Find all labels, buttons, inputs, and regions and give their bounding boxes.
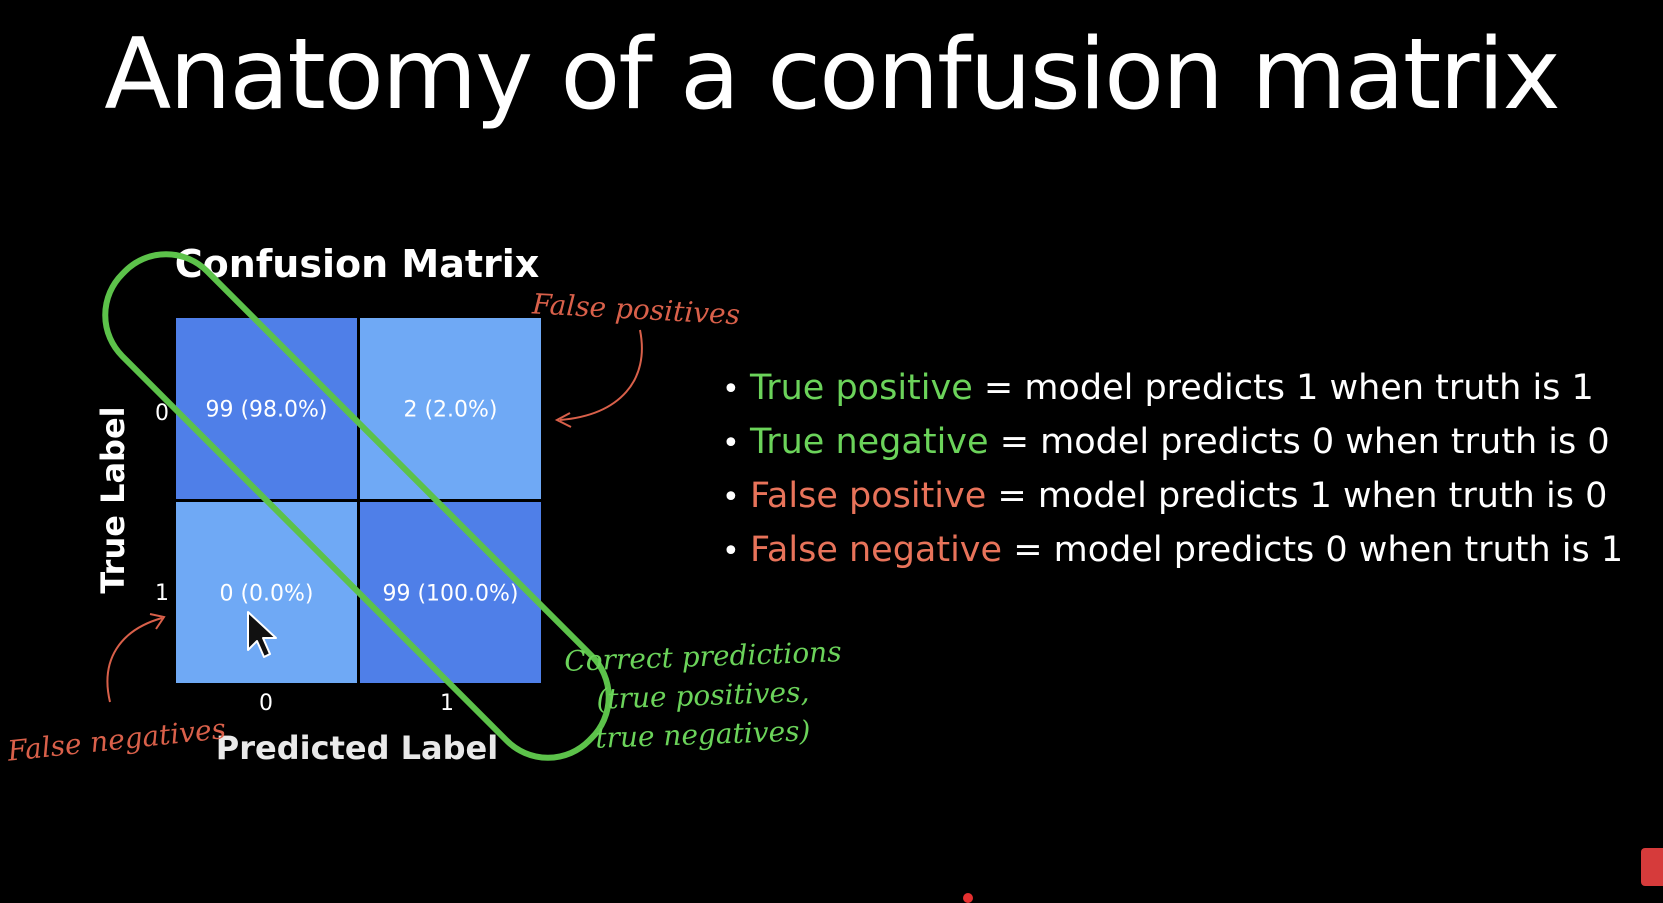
annotation-correct-line3: true negatives): [595, 714, 811, 754]
annotation-correct-line1: Correct predictions: [564, 635, 842, 678]
definition-false-positive: = model predicts 1 when truth is 0: [997, 476, 1608, 516]
definition-false-negative: = model predicts 0 when truth is 1: [1013, 530, 1624, 570]
chart-title: Confusion Matrix: [175, 242, 540, 286]
cell-label-r1-c0: 0 (0.0%): [219, 582, 313, 607]
false-negatives-arrowhead: [149, 613, 166, 630]
false-positives-arrowhead: [554, 412, 572, 428]
false-positives-arrow: [559, 329, 643, 421]
cell-label-r0-c0: 99 (98.0%): [205, 398, 327, 423]
cell-label-r1-c1: 99 (100.0%): [382, 582, 518, 607]
x-tick-0: 0: [259, 691, 273, 716]
bullet-true-positive: True positive = model predicts 1 when tr…: [722, 362, 1623, 416]
false-negatives-arrow: [106, 617, 163, 703]
y-tick-0: 0: [155, 401, 169, 426]
annotation-false-positives: False positives: [530, 287, 741, 331]
term-false-positive: False positive: [750, 476, 987, 516]
subscribe-badge-icon[interactable]: [1641, 848, 1663, 886]
annotation-correct-line2: (true positives,: [596, 675, 810, 715]
bullet-false-negative: False negative = model predicts 0 when t…: [722, 524, 1623, 578]
term-true-negative: True negative: [750, 422, 989, 462]
matrix-cells: 99 (98.0%) 2 (2.0%) 0 (0.0%) 99 (100.0%): [176, 318, 541, 683]
y-tick-1: 1: [155, 581, 169, 606]
slide-title: Anatomy of a confusion matrix: [104, 18, 1561, 132]
cell-r0-c0: [176, 318, 357, 499]
definition-list: True positive = model predicts 1 when tr…: [722, 362, 1623, 578]
cell-r1-c1: [360, 502, 541, 683]
bullet-false-positive: False positive = model predicts 1 when t…: [722, 470, 1623, 524]
cell-label-r0-c1: 2 (2.0%): [403, 398, 497, 423]
term-true-positive: True positive: [750, 368, 973, 408]
definition-true-negative: = model predicts 0 when truth is 0: [999, 422, 1610, 462]
cell-r0-c1: [360, 318, 541, 499]
diagonal-highlight: [102, 251, 612, 761]
progress-dot: [963, 893, 973, 903]
x-tick-1: 1: [440, 691, 454, 716]
term-false-negative: False negative: [750, 530, 1003, 570]
definition-true-positive: = model predicts 1 when truth is 1: [983, 368, 1594, 408]
x-axis-label: Predicted Label: [216, 729, 498, 767]
cursor-icon: [247, 611, 277, 658]
bullet-true-negative: True negative = model predicts 0 when tr…: [722, 416, 1623, 470]
y-axis-label: True Label: [94, 406, 132, 593]
annotation-false-negatives: False negatives: [5, 712, 227, 768]
